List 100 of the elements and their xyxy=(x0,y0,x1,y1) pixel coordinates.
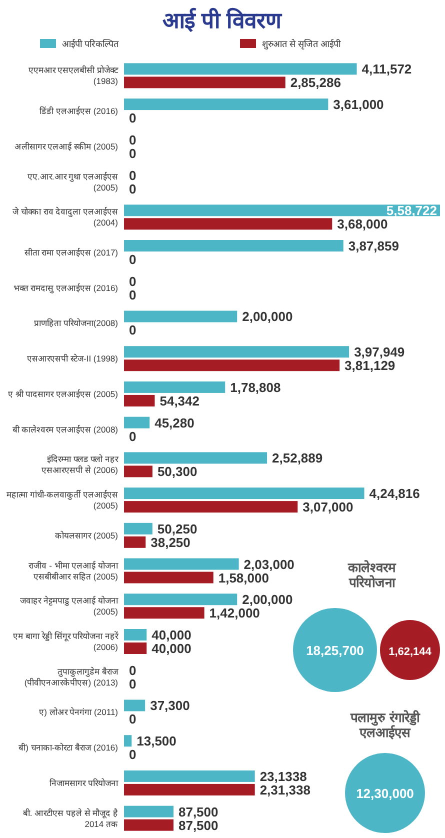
bar xyxy=(124,594,238,606)
category-label: पलामुरु रंगारेड्डी एलआईएस xyxy=(350,710,420,740)
bar xyxy=(124,488,364,500)
y-tick-label: निजामसागर परियोजना xyxy=(50,778,119,788)
y-tick-label: एसआरएसपी स्टेज-II (1998) xyxy=(27,354,118,364)
bar xyxy=(124,310,238,322)
bar xyxy=(124,558,239,570)
bar xyxy=(124,76,286,88)
data-label: 1,42,000 xyxy=(209,606,260,621)
bar xyxy=(124,819,174,831)
data-label: 4,11,572 xyxy=(362,62,412,77)
bar xyxy=(124,572,214,584)
y-tick-label: इंदिरम्मा फ्लड फ्लो नहर एसआरएसपी से (2006) xyxy=(42,454,119,476)
data-label: 4,24,816 xyxy=(369,486,420,502)
chart-title: आई पी विवरण xyxy=(162,7,283,33)
data-label: 37,300 xyxy=(150,698,190,714)
bar xyxy=(124,607,204,619)
y-tick-label: बी कालेश्वरम एलआईएस (2008) xyxy=(12,424,118,434)
data-label: 13,500 xyxy=(136,734,176,749)
y-tick-label: तुपाकुलागुडेम बैराज (पीवीएनआरकेपीएस) (2013) xyxy=(24,666,119,688)
y-tick-label: बी) चनाका-कोरटा बैराज (2016) xyxy=(18,742,118,753)
data-label: 1,78,808 xyxy=(230,380,281,395)
data-label: 1,58,000 xyxy=(218,570,269,586)
data-label: 3,61,000 xyxy=(333,97,384,112)
data-label: 50,300 xyxy=(157,464,198,480)
bar xyxy=(124,240,344,252)
data-label: 3,87,859 xyxy=(348,238,399,254)
bar xyxy=(124,784,255,796)
data-label: 0 xyxy=(129,274,136,289)
y-tick-label: जवाहर नेट्टमपाडु एलआई योजना (2005) xyxy=(20,596,119,617)
data-label: 3,81,129 xyxy=(344,358,396,374)
data-label: 0 xyxy=(129,676,136,692)
data-label: 3,68,000 xyxy=(337,216,388,232)
y-tick-label: जे चोक्का राव देवादुला एलआईएस (2004) xyxy=(12,206,118,228)
bar xyxy=(124,501,298,513)
legend-label: आईपी परिकल्पित xyxy=(62,38,120,49)
bar xyxy=(124,204,440,216)
y-tick-label: राजीव - भीमा एलआई योजना एसबीबीआर सहित (2005) xyxy=(28,560,119,582)
bar xyxy=(124,770,255,782)
data-label: 0 xyxy=(129,181,136,196)
bar xyxy=(124,346,350,358)
bar xyxy=(124,735,132,747)
category-label: कालेश्वरम परियोजना xyxy=(347,560,397,590)
data-label: 2,52,889 xyxy=(272,450,323,466)
y-tick-label: एम बागा रेड्डी सिंगूर परियोजना नहरें (2006) xyxy=(13,631,119,652)
data-label: 0 xyxy=(129,712,136,727)
y-tick-label: डिंडी एलआईएस (2016) xyxy=(40,106,118,116)
data-label: 2,03,000 xyxy=(244,556,294,572)
data-label: 54,342 xyxy=(160,393,200,408)
data-label: 2,85,286 xyxy=(290,75,341,90)
y-tick-label: अलीसागर एलआई स्कीम (2005) xyxy=(14,141,118,152)
data-label: 2,31,338 xyxy=(260,782,310,798)
y-tick-label: महात्मा गांधी-कलवाकुर्ती एलआईएस (2005) xyxy=(6,490,118,511)
data-label: 0 xyxy=(129,322,136,338)
data-label: 2,00,000 xyxy=(242,592,293,608)
data-label: 87,500 xyxy=(178,804,218,820)
y-tick-label: कोयलसागर (2005) xyxy=(55,530,118,540)
bar xyxy=(124,629,147,640)
data-label: 50,250 xyxy=(157,521,198,536)
y-tick-label: प्राणहिता परियोजना(2008) xyxy=(34,318,118,328)
data-label: 1,62,144 xyxy=(388,646,432,658)
bar xyxy=(124,806,174,818)
bar xyxy=(124,394,155,406)
data-label: 40,000 xyxy=(152,628,192,642)
data-label: 23,1338 xyxy=(260,768,307,784)
bar xyxy=(124,218,332,230)
bar xyxy=(124,642,147,654)
y-tick-label: भक्त रामदासु एलआईएस (2016) xyxy=(13,282,118,294)
data-label: 0 xyxy=(129,428,136,444)
y-tick-label: एए.आर.आर गुथा एलआईएस (2005) xyxy=(28,171,118,192)
data-label: 0 xyxy=(129,287,136,302)
y-tick-label: ए श्री पादसागर एलआईएस (2005) xyxy=(8,388,118,399)
y-tick-label: बी. आरटीएस पहले से मौजूद है 2014 तक xyxy=(22,808,118,829)
data-label: 3,97,949 xyxy=(354,344,405,360)
data-label: 0 xyxy=(129,168,136,183)
bar xyxy=(124,416,150,428)
bar xyxy=(124,700,146,712)
bar xyxy=(124,466,152,478)
data-label: 40,000 xyxy=(152,641,192,656)
bar xyxy=(124,360,340,372)
bar xyxy=(124,536,146,548)
data-label: 3,07,000 xyxy=(302,500,354,515)
y-tick-label: एएमआर एसएलबीसी प्रोजेक्ट (1983) xyxy=(28,65,119,86)
data-label: 18,25,700 xyxy=(306,643,364,658)
bar xyxy=(124,63,357,75)
bar xyxy=(124,522,152,534)
legend-label: शुरुआत से सृजित आईपी xyxy=(262,38,342,50)
bar xyxy=(124,381,226,393)
data-label: 0 xyxy=(129,662,136,678)
data-label: 12,30,000 xyxy=(356,786,414,801)
data-label: 0 xyxy=(129,146,136,161)
data-label: 0 xyxy=(129,110,136,126)
data-label: 0 xyxy=(129,747,136,762)
data-label: 0 xyxy=(129,252,136,267)
bar xyxy=(124,452,268,464)
data-label: 38,250 xyxy=(150,534,190,550)
data-label: 5,58,722 xyxy=(386,203,437,218)
bar xyxy=(124,98,328,110)
data-label: 2,00,000 xyxy=(242,309,293,324)
y-tick-label: ए) लोअर पेनगंगा (2011) xyxy=(39,707,118,718)
